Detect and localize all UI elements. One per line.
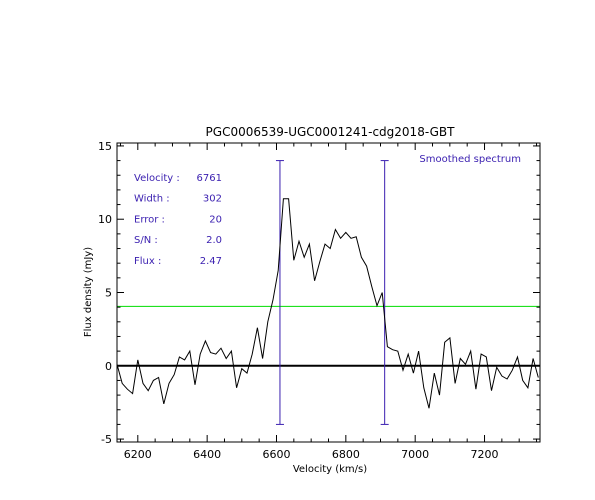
chart-title: PGC0006539-UGC0001241-cdg2018-GBT xyxy=(206,125,456,139)
smoothed-spectrum-label: Smoothed spectrum xyxy=(419,154,521,165)
spectrum-series xyxy=(116,198,539,409)
info-value: 2.0 xyxy=(206,235,222,246)
spectrum-line xyxy=(116,198,539,409)
info-label: Velocity : xyxy=(134,173,180,184)
x-tick-label: 6800 xyxy=(332,448,360,461)
info-value: 2.47 xyxy=(200,256,222,267)
y-tick-label: 0 xyxy=(105,360,112,373)
y-tick-label: 5 xyxy=(105,287,112,300)
reference-lines xyxy=(117,160,540,425)
x-axis-title: Velocity (km/s) xyxy=(293,464,367,475)
info-label: S/N : xyxy=(134,235,158,246)
measurement-panel: Velocity : 6761 Width : 302 Error : 20 S/N : 2.… xyxy=(134,173,222,267)
y-tick-label: -5 xyxy=(101,433,112,446)
y-axis-title: Flux density (mJy) xyxy=(83,247,94,337)
y-tick-label: 15 xyxy=(98,140,112,153)
x-tick-label: 6400 xyxy=(193,448,221,461)
y-tick-label: 10 xyxy=(98,213,112,226)
info-label: Width : xyxy=(134,194,170,205)
plot-border xyxy=(116,142,541,443)
info-value: 302 xyxy=(203,194,222,205)
x-tick-label: 7200 xyxy=(471,448,499,461)
x-tick-label: 6200 xyxy=(124,448,152,461)
info-label: Flux : xyxy=(134,256,161,267)
info-label: Error : xyxy=(134,214,165,225)
info-value: 20 xyxy=(209,214,222,225)
plot-frame: 6200 6400 6600 6800 7000 7200 -5 0 5 10 15 xyxy=(98,140,541,461)
info-value: 6761 xyxy=(197,173,222,184)
x-tick-label: 6600 xyxy=(262,448,290,461)
x-tick-label: 7000 xyxy=(401,448,429,461)
